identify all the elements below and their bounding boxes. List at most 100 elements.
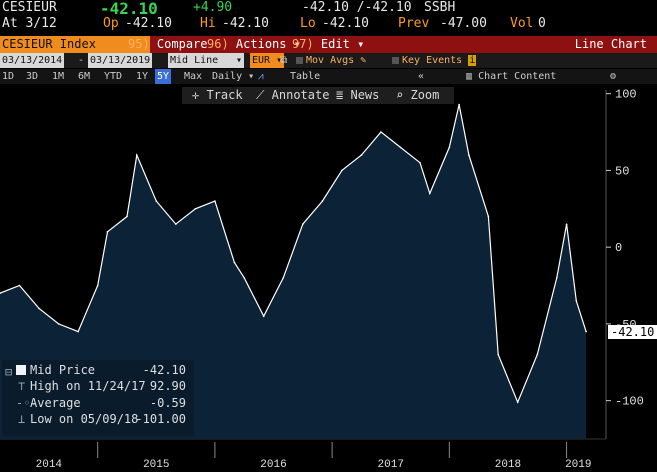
data-point [575,300,578,302]
data-point [57,323,60,325]
prev-label: Prev [398,16,430,31]
legend-row-high: ⊤ High on 11/24/17 92.90 [2,379,192,393]
field-value: Mid Line [170,55,219,66]
legend-title: Mid Price [30,363,96,377]
range-3d[interactable]: 3D [26,71,39,82]
range-max[interactable]: Max [184,71,203,82]
data-point [262,315,265,318]
edit-label: Edit [320,37,350,51]
line-chart-icon[interactable]: ⩘ [258,71,264,82]
x-tick-label: 2014 [36,459,63,471]
track-tool[interactable]: ✛ Track [192,87,243,104]
chart-tools: ✛ Track ⟋ Annotate ≣ News ⌕ Zoom [182,87,454,104]
legend-average-label: Average [30,396,81,410]
collapse-icon[interactable]: « [418,71,425,82]
currency-select[interactable]: EUR ▾ [250,53,285,68]
range-6m[interactable]: 6M [78,71,91,82]
data-point [429,192,431,195]
chart-view-label: Line Chart [574,37,647,51]
data-point [135,154,138,156]
news-tool[interactable]: ≣ News [336,87,379,104]
range-ytd[interactable]: YTD [104,71,123,82]
table-button[interactable]: Table [290,71,321,82]
vol-value: 0 [538,16,546,31]
chart-content-label: Chart Content [478,71,557,82]
prev-value: -47.00 [440,16,487,31]
options-row: 03/13/2014 - 03/13/2019 Mid Line ▾ EUR ▾… [0,53,657,68]
data-point [77,330,79,333]
open-value: -42.10 [125,16,172,31]
source: SSBH [424,0,456,15]
series-swatch [16,365,26,375]
bid-ask: -42.10 /-42.10 [302,0,412,15]
x-tick-label: 2018 [495,459,521,471]
edit-number: 97) [292,37,314,51]
compare-number: 95) [128,37,150,51]
annotate-label: Annotate [271,88,330,102]
legend-row-average: -◦- Average -0.59 [2,396,192,410]
key-events-toggle[interactable]: Key Events i [392,53,477,68]
high-label: Hi [200,16,216,31]
data-point [565,223,568,225]
data-point [585,330,587,333]
news-label: News [350,88,380,102]
collapse-icon[interactable]: ⊟ [5,365,13,379]
range-1y[interactable]: 1Y [136,71,149,82]
gear-icon[interactable]: ⚙ [610,71,617,82]
last-price: -42.10 [100,0,158,18]
range-1m[interactable]: 1M [52,71,65,82]
chevron-down-icon: ▾ [235,55,242,66]
open-label: Op [103,16,119,31]
last-value-label: -42.10 [608,324,657,339]
annotate-tool[interactable]: ⟋ Annotate [256,87,329,104]
data-point [419,161,421,164]
data-point [497,353,499,356]
data-point [516,401,519,403]
data-point [399,146,402,149]
data-point [468,154,470,156]
legend-low-label: Low on 05/09/18 [30,412,139,426]
average-marker-icon: -◦- [16,396,38,410]
data-point [106,231,109,233]
actions-menu[interactable]: 96) Actions ▾ [207,36,301,53]
y-tick-label: -100 [615,395,644,409]
edit-menu[interactable]: 97) Edit ▾ [292,36,364,53]
end-date-field[interactable]: 03/13/2019 [88,53,153,68]
range-5y[interactable]: 5Y [155,69,172,84]
data-point [487,215,490,218]
currency-value: EUR [252,55,271,66]
chevron-down-icon: ▾ [357,37,365,51]
chart-content-icon: ▥ [466,71,473,82]
chart-content-button[interactable]: ▥ Chart Content [466,69,556,84]
series-area [0,104,587,439]
legend-low-value: -101.00 [135,412,186,426]
data-point [18,284,21,287]
data-point [282,277,285,279]
low-label: Lo [300,16,316,31]
key-events-label: Key Events [402,55,463,66]
security-field[interactable]: CESIEUR Index [0,36,150,53]
range-1d[interactable]: 1D [2,71,15,82]
mov-avgs-label: Mov Avgs [306,55,355,66]
start-date-field[interactable]: 03/13/2014 [0,53,65,68]
legend-average-value: -0.59 [149,396,186,410]
ticker: CESIEUR [2,0,57,15]
legend-title-value: -42.10 [142,363,186,377]
actions-number: 96) [207,37,229,51]
frequency-select[interactable]: Daily ▾ [212,71,255,82]
legend-high-label: High on 11/24/17 [30,379,146,393]
news-icon: ≣ [336,88,344,102]
mov-avgs-toggle[interactable]: Mov Avgs ✎ [296,53,366,68]
field-select[interactable]: Mid Line ▾ [168,53,244,68]
zoom-tool[interactable]: ⌕ Zoom [396,87,439,104]
pencil-icon: ✎ [360,55,367,66]
chart-type-icon[interactable]: ⧉ [280,55,288,66]
price-change: +4.90 [193,0,233,15]
data-point [194,207,197,210]
data-point [243,277,246,279]
quote-header: CESIEUR -42.10 +4.90 -42.10 /-42.10 SSBH… [0,0,657,36]
compare-menu[interactable]: 95) Compare [128,36,208,53]
vol-label: Vol [510,16,534,31]
y-tick-label: 100 [615,88,637,102]
function-toolbar: CESIEUR Index 95) Compare 96) Actions ▾ … [0,36,657,53]
